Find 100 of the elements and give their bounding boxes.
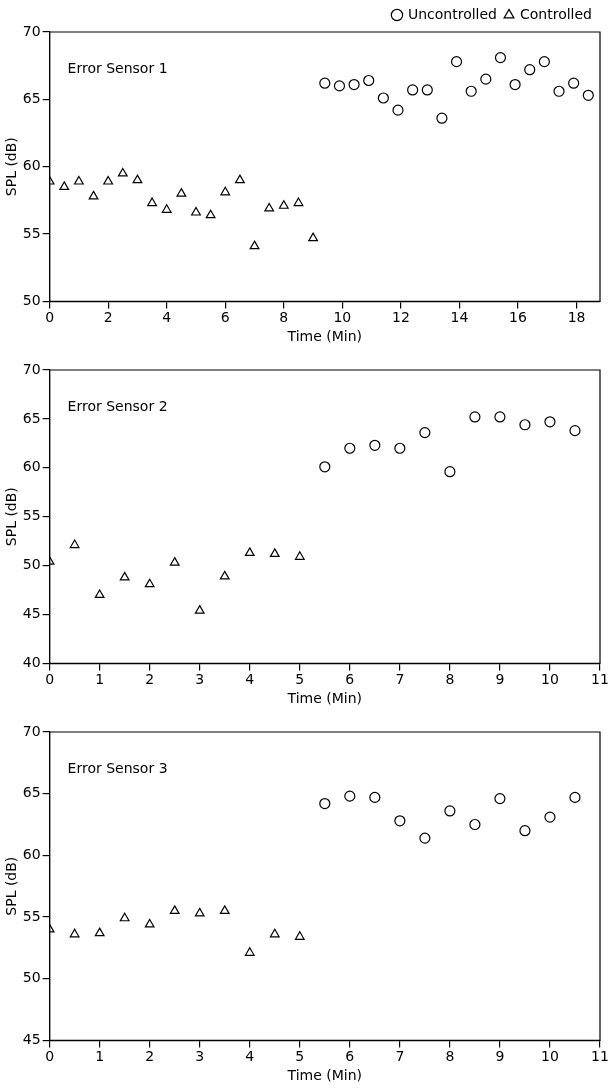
x-tick-label: 4 xyxy=(245,671,255,688)
point xyxy=(377,92,389,104)
x-tick-label: 10 xyxy=(333,309,352,326)
legend-label: Controlled xyxy=(520,5,592,22)
point xyxy=(219,570,230,580)
point xyxy=(544,811,556,823)
y-tick-label: 55 xyxy=(22,224,41,241)
point xyxy=(469,818,481,831)
x-tick-label: 10 xyxy=(541,671,559,688)
y-tick-label: 60 xyxy=(22,157,41,174)
x-tick-label: 3 xyxy=(195,671,205,688)
point xyxy=(582,89,594,101)
point xyxy=(544,416,556,428)
point xyxy=(194,604,205,614)
x-tick-label: 2 xyxy=(103,309,113,326)
point xyxy=(119,571,130,581)
y-tick-label: 50 xyxy=(22,556,41,573)
point xyxy=(421,84,433,96)
point xyxy=(419,426,431,439)
y-tick-label: 70 xyxy=(22,360,41,377)
point xyxy=(169,905,180,914)
x-tick-label: 8 xyxy=(445,1048,455,1065)
x-tick-label: 11 xyxy=(591,1048,609,1065)
point xyxy=(94,589,105,599)
y-tick-label: 45 xyxy=(22,1031,41,1048)
x-tick-label: 0 xyxy=(45,1048,55,1065)
x-tick-label: 0 xyxy=(45,671,55,688)
point xyxy=(59,181,70,191)
legend-label: Uncontrolled xyxy=(407,5,498,22)
point xyxy=(69,539,80,549)
point xyxy=(494,793,506,805)
point xyxy=(119,912,130,922)
point xyxy=(538,56,550,68)
point xyxy=(465,85,477,97)
x-tick-label: 5 xyxy=(295,671,305,688)
point xyxy=(144,918,155,928)
point xyxy=(94,927,105,937)
point xyxy=(524,64,536,76)
y-tick-label: 55 xyxy=(22,907,41,924)
y-tick-label: 50 xyxy=(22,969,41,986)
point xyxy=(103,175,114,185)
point xyxy=(308,232,319,242)
point xyxy=(88,190,99,200)
point xyxy=(348,78,360,91)
x-axis-title: Time (Min) xyxy=(286,690,363,707)
point xyxy=(394,815,406,827)
y-tick-label: 60 xyxy=(22,846,41,862)
point xyxy=(132,174,143,184)
x-axis-title: Time (Min) xyxy=(286,1067,363,1084)
point xyxy=(293,197,304,207)
point xyxy=(344,442,356,454)
x-tick-label: 0 xyxy=(45,309,55,326)
point xyxy=(194,907,205,917)
x-tick-label: 6 xyxy=(345,671,355,688)
point xyxy=(176,188,187,197)
x-tick-label: 16 xyxy=(509,309,528,326)
point xyxy=(269,928,280,938)
point xyxy=(450,56,463,68)
x-tick-label: 1 xyxy=(95,671,105,688)
point xyxy=(553,85,565,97)
point xyxy=(419,832,431,844)
x-tick-label: 14 xyxy=(450,309,469,326)
y-tick-label: 60 xyxy=(22,458,41,475)
x-tick-label: 6 xyxy=(220,309,230,326)
point xyxy=(369,791,381,803)
point xyxy=(494,51,507,64)
point xyxy=(205,209,216,219)
annotation: Error Sensor 2 xyxy=(67,397,168,414)
point xyxy=(319,797,331,810)
y-tick-label: 70 xyxy=(22,22,41,39)
point xyxy=(569,791,581,803)
point xyxy=(394,442,406,454)
annotation: Error Sensor 3 xyxy=(67,759,168,776)
annotation: Error Sensor 1 xyxy=(67,59,168,76)
x-tick-label: 7 xyxy=(395,671,405,688)
y-tick-label: 65 xyxy=(22,409,41,426)
x-tick-label: 4 xyxy=(162,309,172,326)
x-tick-label: 8 xyxy=(445,671,455,688)
y-tick-label: 50 xyxy=(22,292,41,309)
point xyxy=(294,931,305,940)
y-tick-label: 65 xyxy=(22,784,41,801)
point xyxy=(319,77,331,89)
y-axis-title: SPL (dB) xyxy=(3,137,20,197)
point xyxy=(436,112,448,124)
point xyxy=(294,551,305,560)
x-tick-label: 2 xyxy=(145,671,155,688)
x-tick-label: 5 xyxy=(295,1048,305,1065)
x-tick-label: 11 xyxy=(591,671,609,688)
point xyxy=(392,104,404,116)
y-tick-label: 70 xyxy=(22,722,41,739)
x-tick-label: 9 xyxy=(495,1048,505,1065)
point xyxy=(144,578,155,588)
x-tick-label: 3 xyxy=(195,1048,205,1065)
x-tick-label: 10 xyxy=(541,1048,559,1065)
x-tick-label: 9 xyxy=(495,671,505,688)
point xyxy=(169,557,180,566)
y-axis-title: SPL (dB) xyxy=(3,856,20,916)
point xyxy=(509,78,521,91)
point xyxy=(333,80,346,92)
x-tick-label: 2 xyxy=(145,1048,155,1065)
